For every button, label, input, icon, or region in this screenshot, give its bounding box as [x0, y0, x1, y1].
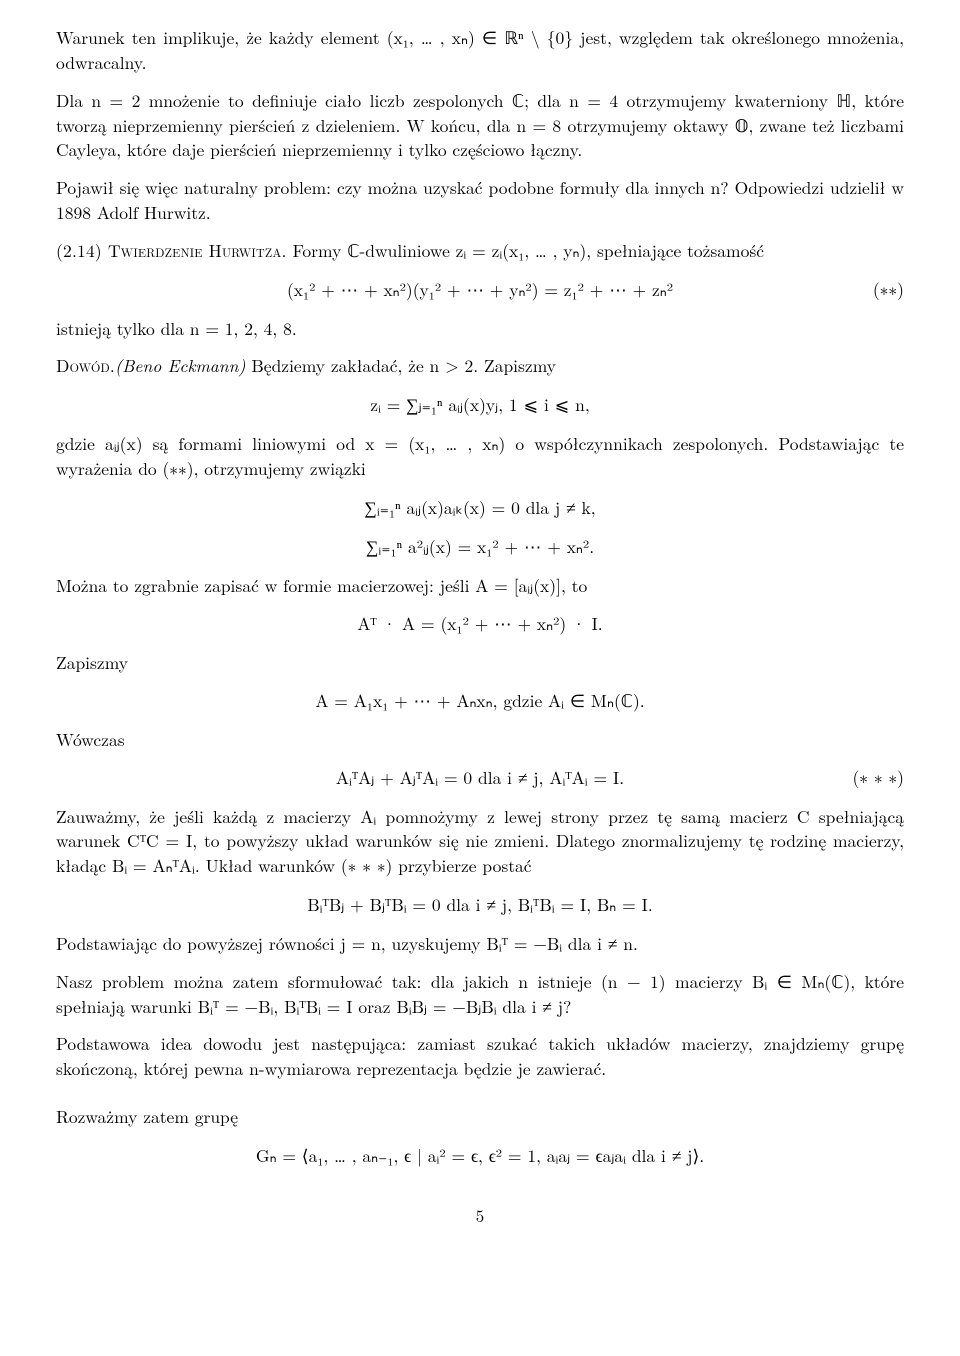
- paragraph: Podstawowa idea dowodu jest następująca:…: [56, 1032, 904, 1082]
- proof-attribution: (Beno Eckmann): [115, 353, 246, 378]
- page-number: 5: [56, 1203, 904, 1227]
- equation: BᵢᵀBⱼ + BⱼᵀBᵢ = 0 dla i ≠ j, BᵢᵀBᵢ = I, …: [307, 892, 653, 917]
- equation-display: ∑ᵢ₌₁ⁿ aᵢⱼ(x)aᵢₖ(x) = 0 dla j ≠ k,: [56, 496, 904, 521]
- equation: Aᵀ · A = (x₁² + ⋯ + xₙ²) · I.: [357, 611, 602, 636]
- equation: A = A₁x₁ + ⋯ + Aₙxₙ, gdzie Aᵢ ∈ Mₙ(ℂ).: [315, 688, 644, 713]
- equation-label: (∗∗): [873, 278, 904, 303]
- paragraph: Rozważmy zatem grupę: [56, 1105, 904, 1130]
- equation-display: AᵢᵀAⱼ + AⱼᵀAᵢ = 0 dla i ≠ j, AᵢᵀAᵢ = I. …: [56, 766, 904, 791]
- proof-text: Będziemy zakładać, że n > 2. Zapiszmy: [246, 353, 556, 378]
- equation-display: Gₙ = ⟨a₁, … , aₙ₋₁, ϵ | aᵢ² = ϵ, ϵ² = 1,…: [56, 1144, 904, 1169]
- equation-label: (∗ ∗ ∗): [852, 766, 904, 791]
- paragraph: Pojawił się więc naturalny problem: czy …: [56, 176, 904, 226]
- equation: (x₁² + ⋯ + xₙ²)(y₁² + ⋯ + yₙ²) = z₁² + ⋯…: [287, 277, 673, 302]
- equation: zᵢ = ∑ⱼ₌₁ⁿ aᵢⱼ(x)yⱼ, 1 ⩽ i ⩽ n,: [370, 392, 589, 417]
- paragraph: Zauważmy, że jeśli każdą z macierzy Aᵢ p…: [56, 805, 904, 880]
- paragraph: istnieją tylko dla n = 1, 2, 4, 8.: [56, 317, 904, 342]
- equation: ∑ᵢ₌₁ⁿ a²ᵢⱼ(x) = x₁² + ⋯ + xₙ².: [366, 534, 594, 559]
- paragraph: Podstawiając do powyższej równości j = n…: [56, 932, 904, 957]
- equation-display: A = A₁x₁ + ⋯ + Aₙxₙ, gdzie Aᵢ ∈ Mₙ(ℂ).: [56, 689, 904, 714]
- paragraph: Zapiszmy: [56, 651, 904, 676]
- equation: ∑ᵢ₌₁ⁿ aᵢⱼ(x)aᵢₖ(x) = 0 dla j ≠ k,: [364, 495, 595, 520]
- paragraph: gdzie aᵢⱼ(x) są formami liniowymi od x =…: [56, 432, 904, 482]
- equation-display: ∑ᵢ₌₁ⁿ a²ᵢⱼ(x) = x₁² + ⋯ + xₙ².: [56, 535, 904, 560]
- equation: Gₙ = ⟨a₁, … , aₙ₋₁, ϵ | aᵢ² = ϵ, ϵ² = 1,…: [256, 1143, 704, 1168]
- paragraph: Dla n = 2 mnożenie to definiuje ciało li…: [56, 89, 904, 164]
- equation: AᵢᵀAⱼ + AⱼᵀAᵢ = 0 dla i ≠ j, AᵢᵀAᵢ = I.: [336, 765, 624, 790]
- equation-display: BᵢᵀBⱼ + BⱼᵀBᵢ = 0 dla i ≠ j, BᵢᵀBᵢ = I, …: [56, 893, 904, 918]
- theorem-text: Formy ℂ-dwuliniowe zᵢ = zᵢ(x₁, … , yₙ), …: [287, 238, 764, 263]
- proof-label: Dowód.: [56, 353, 115, 378]
- proof-line: Dowód.(Beno Eckmann) Będziemy zakładać, …: [56, 354, 904, 379]
- equation-display: zᵢ = ∑ⱼ₌₁ⁿ aᵢⱼ(x)yⱼ, 1 ⩽ i ⩽ n,: [56, 393, 904, 418]
- paragraph: Można to zgrabnie zapisać w formie macie…: [56, 574, 904, 599]
- theorem-line: (2.14) Twierdzenie Hurwitza. Formy ℂ-dwu…: [56, 239, 904, 264]
- equation-display: Aᵀ · A = (x₁² + ⋯ + xₙ²) · I.: [56, 612, 904, 637]
- equation-display: (x₁² + ⋯ + xₙ²)(y₁² + ⋯ + yₙ²) = z₁² + ⋯…: [56, 278, 904, 303]
- paragraph: Wówczas: [56, 728, 904, 753]
- paragraph: Warunek ten implikuje, że każdy element …: [56, 26, 904, 76]
- theorem-label: (2.14) Twierdzenie Hurwitza.: [56, 238, 287, 263]
- paragraph: Nasz problem można zatem sformułować tak…: [56, 970, 904, 1020]
